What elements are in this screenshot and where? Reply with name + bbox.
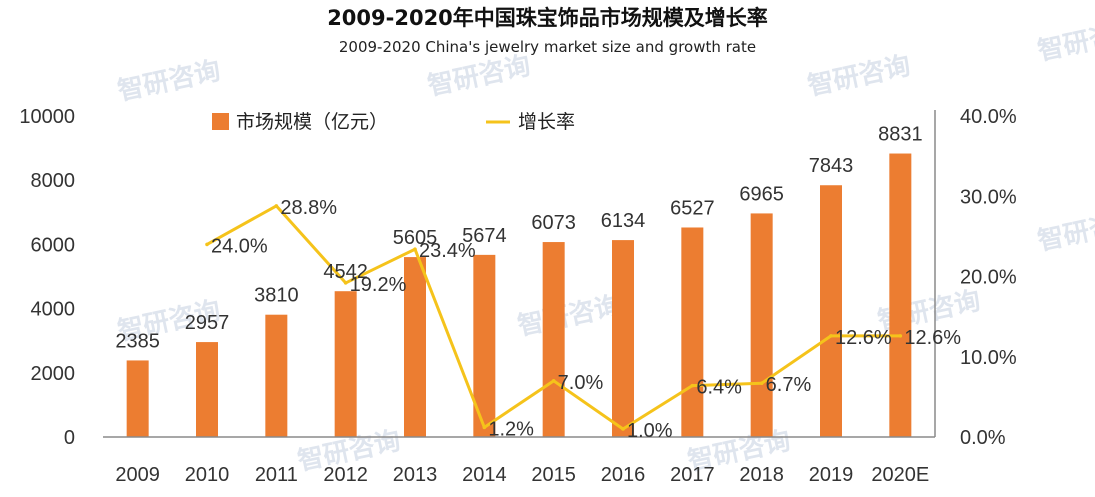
- left-axis-tick-label: 0: [64, 427, 75, 449]
- watermark-logo: 智研咨询: [515, 290, 623, 342]
- growth-value-label: 12.6%: [904, 327, 961, 349]
- bar: [542, 242, 565, 437]
- growth-value-label: 19.2%: [350, 274, 407, 296]
- growth-point: [274, 204, 279, 208]
- chart-title: 2009-2020年中国珠宝饰品市场规模及增长率: [327, 6, 768, 30]
- bar-value-label: 4542: [323, 261, 368, 283]
- growth-point: [829, 334, 833, 338]
- bar-value-label: 6073: [531, 212, 576, 234]
- bar: [473, 254, 496, 437]
- right-axis-tick-label: 20.0%: [960, 267, 1017, 289]
- right-axis-tick-label: 0.0%: [960, 427, 1006, 449]
- x-axis-tick-label: 2015: [531, 464, 576, 486]
- x-axis-tick-label: 2012: [323, 464, 368, 486]
- bar: [820, 185, 842, 437]
- bar: [750, 213, 773, 437]
- x-axis-tick-label: 2017: [670, 464, 715, 486]
- bar: [889, 153, 912, 437]
- growth-value-label: 28.8%: [280, 197, 337, 219]
- bar-value-label: 6965: [739, 183, 784, 205]
- left-axis-tick-label: 6000: [31, 234, 76, 256]
- right-axis-tick-label: 40.0%: [960, 106, 1017, 128]
- x-axis-tick-label: 2013: [393, 464, 438, 486]
- growth-point: [621, 427, 625, 431]
- growth-value-label: 24.0%: [211, 235, 268, 257]
- bar-value-label: 3810: [254, 285, 299, 307]
- bar-value-label: 7843: [809, 155, 854, 177]
- bar-value-label: 5674: [462, 225, 507, 247]
- growth-point: [759, 381, 764, 386]
- growth-value-label: 23.4%: [419, 240, 476, 262]
- growth-point: [898, 334, 903, 338]
- left-axis-tick-label: 8000: [31, 170, 76, 192]
- bar: [681, 227, 704, 437]
- x-axis-tick-label: 2011: [255, 464, 298, 486]
- left-axis-tick-label: 2000: [31, 363, 76, 385]
- bar-value-label: 6134: [601, 210, 646, 232]
- x-axis-tick-label: 2014: [462, 464, 507, 486]
- x-axis-tick-label: 2020E: [871, 464, 929, 486]
- growth-point: [343, 281, 348, 285]
- x-axis-tick-label: 2016: [601, 464, 646, 486]
- bar: [265, 314, 288, 437]
- x-axis-tick-label: 2018: [739, 464, 784, 486]
- x-axis-tick-label: 2010: [185, 464, 230, 486]
- growth-point: [413, 247, 417, 252]
- bar-value-label: 2957: [185, 312, 230, 334]
- watermark-logo: 智研咨询: [805, 50, 913, 102]
- watermark-logo: 智研咨询: [1035, 15, 1095, 67]
- watermark-logo: 智研咨询: [115, 55, 223, 107]
- bar: [404, 257, 426, 437]
- growth-line-series: [205, 204, 903, 431]
- bar: [334, 291, 357, 437]
- left-axis-tick-label: 10000: [19, 106, 75, 128]
- growth-point: [205, 242, 209, 247]
- x-axis-tick-label: 2009: [115, 464, 160, 486]
- legend-bar-label: 市场规模（亿元）: [236, 111, 388, 133]
- right-axis-tick-label: 30.0%: [960, 186, 1017, 208]
- bar-value-label: 5605: [393, 227, 438, 249]
- right-axis-tick-label: 10.0%: [960, 347, 1017, 369]
- legend-bar-swatch: [212, 113, 229, 130]
- bar-value-label: 6527: [670, 197, 715, 219]
- growth-value-label: 6.7%: [766, 374, 812, 396]
- growth-value-label: 1.0%: [627, 420, 673, 442]
- growth-value-label: 12.6%: [835, 327, 892, 349]
- chart-subtitle: 2009-2020 China's jewelry market size an…: [338, 38, 757, 56]
- bar-value-label: 8831: [878, 124, 923, 146]
- bar-value-label: 2385: [115, 330, 160, 352]
- bar: [196, 342, 218, 437]
- growth-point: [690, 383, 695, 388]
- x-axis-tick-label: 2019: [809, 464, 854, 486]
- bar: [126, 360, 149, 437]
- growth-point: [482, 425, 487, 430]
- growth-point: [551, 379, 556, 383]
- growth-value-label: 7.0%: [558, 372, 604, 394]
- left-axis-tick-label: 4000: [31, 299, 76, 321]
- watermark-logo: 智研咨询: [425, 50, 533, 102]
- data-labels: 2385 2957 3810 4542 5605 5674 6073 6134 6527 6965…: [115, 124, 961, 442]
- axes: 0 2000 4000 6000 8000 10000 0.0% 10.0% 20.0% 30.0…: [19, 106, 1017, 486]
- watermark-logo: 智研咨询: [1035, 205, 1095, 257]
- bar: [612, 240, 634, 437]
- legend-line-label: 增长率: [518, 111, 575, 133]
- growth-value-label: 1.2%: [488, 418, 534, 440]
- growth-value-label: 6.4%: [696, 377, 742, 399]
- legend: 市场规模（亿元） 增长率: [212, 111, 575, 133]
